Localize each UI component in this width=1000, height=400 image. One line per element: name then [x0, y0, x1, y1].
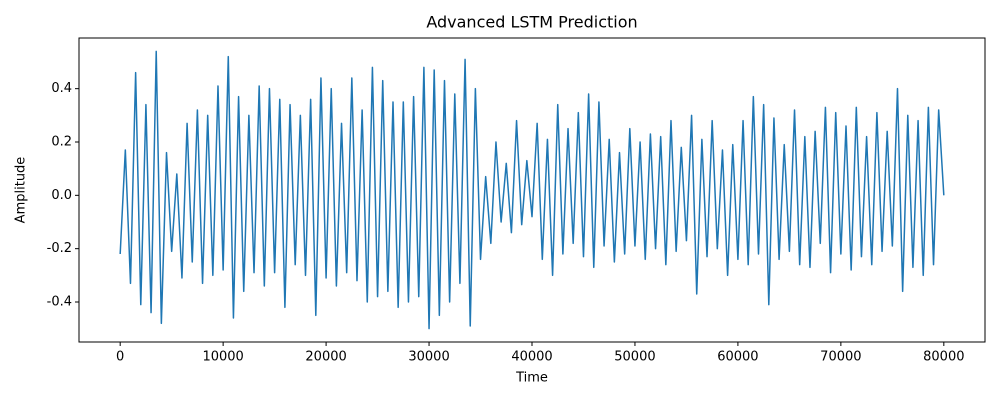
x-tick-label: 20000 [305, 350, 346, 365]
chart-title: Advanced LSTM Prediction [426, 13, 637, 32]
y-tick-label: 0.0 [51, 188, 72, 203]
x-tick-label: 70000 [820, 350, 861, 365]
y-tick-label: -0.2 [47, 241, 72, 256]
x-tick-label: 50000 [614, 350, 655, 365]
x-tick-label: 80000 [923, 350, 964, 365]
x-tick-label: 40000 [511, 350, 552, 365]
x-tick-label: 30000 [408, 350, 449, 365]
data-line [119, 50, 945, 330]
x-axis-label: Time [515, 371, 548, 386]
x-tick-label: 0 [116, 350, 124, 365]
x-tick-label: 60000 [717, 350, 758, 365]
y-tick-label: 0.2 [51, 135, 72, 150]
plot-frame [78, 37, 986, 343]
y-axis-label: Amplitude [14, 157, 29, 224]
y-tick-label: 0.4 [51, 81, 72, 96]
y-tick-label: -0.4 [47, 295, 72, 310]
x-tick-label: 10000 [202, 350, 243, 365]
